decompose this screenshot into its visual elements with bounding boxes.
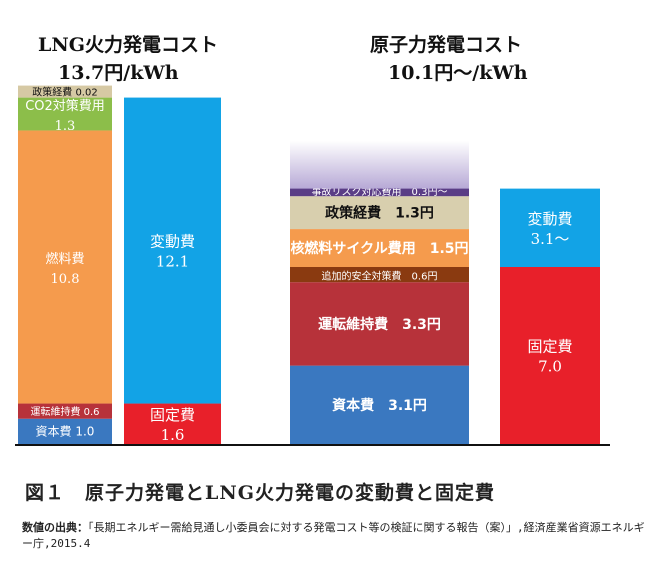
segment-label: 政策経費 0.02 <box>32 86 97 99</box>
lng-title: LNG火力発電コスト <box>38 34 218 56</box>
bar-segment <box>500 188 600 267</box>
segment-label: 変動費 <box>527 210 572 228</box>
segment-label: 資本費 1.0 <box>36 423 95 438</box>
segment-label: 政策経費 1.3円 <box>325 205 434 222</box>
bar-segment <box>124 403 221 444</box>
nuclear-title: 原子力発電コスト <box>370 34 523 56</box>
segment-label: 変動費 <box>150 233 195 251</box>
bar-segment <box>290 282 469 366</box>
segment-label: 運転維持費 3.3円 <box>318 316 441 333</box>
segment-label: 追加的安全対策費 0.6円 <box>322 270 438 283</box>
segment-label: 資本費 3.1円 <box>332 397 427 414</box>
source-label: 数値の出典： <box>22 521 88 534</box>
segment-value: 1.6 <box>161 426 185 444</box>
segment-value: 10.8 <box>51 272 80 287</box>
bar-segment <box>124 97 221 404</box>
bar-segment <box>290 365 469 444</box>
segment-label: CO2対策費用 <box>25 98 105 114</box>
segment-label: 固定費 <box>527 338 572 356</box>
bar-segment <box>18 130 112 404</box>
segment-value: 3.1～ <box>531 230 570 248</box>
stacked-cost-chart: 資本費 1.0 運転維持費 0.6 燃料費 10.8 CO2対策費用 1.3 政策経費 0.… <box>15 85 610 446</box>
bar-segment <box>290 140 469 189</box>
bar-segment <box>18 85 112 98</box>
segment-label: 固定費 <box>150 406 195 424</box>
source-note: 数値の出典：「長期エネルギー需給見通し小委員会に対する発電コスト等の検証に関する… <box>22 520 652 552</box>
segment-value: 7.0 <box>538 358 562 376</box>
segment-label: 核燃料サイクル費用 1.5円 <box>290 240 468 257</box>
bar-segment <box>500 267 600 444</box>
bar-segment <box>18 97 112 131</box>
segment-value: 12.1 <box>156 253 189 271</box>
segment-label: 運転維持費 0.6 <box>30 405 99 418</box>
segment-value: 1.3 <box>55 119 76 134</box>
bar-segment <box>290 196 469 230</box>
segment-label: 燃料費 <box>45 251 84 267</box>
bar-segment <box>18 418 112 444</box>
bar-segment <box>18 403 112 419</box>
lng-cost: 13.7円/kWh <box>58 62 179 84</box>
bar-segment <box>290 267 469 283</box>
bar-segment <box>290 229 469 267</box>
source-text: 「長期エネルギー需給見通し小委員会に対する発電コスト等の検証に関する報告（案）」… <box>22 521 645 550</box>
nuclear-cost: 10.1円～/kWh <box>388 62 528 84</box>
figure-caption: 図１ 原子力発電とLNG火力発電の変動費と固定費 <box>25 482 495 504</box>
